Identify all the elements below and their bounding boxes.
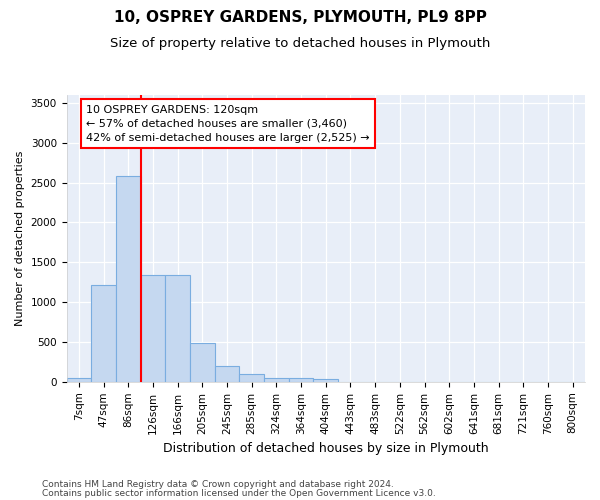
- Text: Contains HM Land Registry data © Crown copyright and database right 2024.: Contains HM Land Registry data © Crown c…: [42, 480, 394, 489]
- Bar: [116, 176, 140, 382]
- Bar: [190, 343, 215, 382]
- Bar: [140, 275, 165, 382]
- Bar: [239, 374, 264, 382]
- Bar: [91, 284, 116, 382]
- Bar: [264, 378, 289, 382]
- Bar: [289, 378, 313, 382]
- X-axis label: Distribution of detached houses by size in Plymouth: Distribution of detached houses by size …: [163, 442, 488, 455]
- Text: 10, OSPREY GARDENS, PLYMOUTH, PL9 8PP: 10, OSPREY GARDENS, PLYMOUTH, PL9 8PP: [113, 10, 487, 25]
- Bar: [165, 275, 190, 382]
- Bar: [313, 380, 338, 382]
- Bar: [67, 378, 91, 382]
- Text: 10 OSPREY GARDENS: 120sqm
← 57% of detached houses are smaller (3,460)
42% of se: 10 OSPREY GARDENS: 120sqm ← 57% of detac…: [86, 104, 370, 142]
- Y-axis label: Number of detached properties: Number of detached properties: [15, 150, 25, 326]
- Text: Size of property relative to detached houses in Plymouth: Size of property relative to detached ho…: [110, 38, 490, 51]
- Bar: [215, 366, 239, 382]
- Text: Contains public sector information licensed under the Open Government Licence v3: Contains public sector information licen…: [42, 488, 436, 498]
